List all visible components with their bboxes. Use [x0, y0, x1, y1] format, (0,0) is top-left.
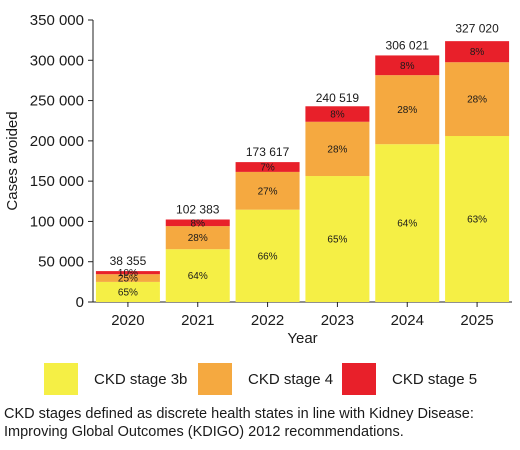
segment-percent-label: 8%	[191, 218, 206, 229]
bar-total-label: 173 617	[246, 145, 290, 159]
y-tick-label: 100 000	[30, 213, 84, 230]
y-tick-label: 350 000	[30, 12, 84, 29]
stacked-bar-chart: 0 50 000 100 000 150 000 200 000 250 000 300 0…	[4, 12, 512, 347]
bar-segment-ckd-stage-5-2021	[165, 219, 230, 227]
y-tick-label: 50 000	[38, 254, 84, 271]
bar-total-label: 38 355	[110, 254, 147, 268]
legend-item-stage-3b: CKD stage 3b	[44, 362, 187, 396]
bar-segment-ckd-stage-3b-2023	[305, 176, 370, 302]
bar-segment-ckd-stage-5-2022	[235, 162, 300, 172]
segment-percent-label: 64%	[188, 271, 208, 282]
legend-item-stage-5: CKD stage 5	[342, 362, 477, 396]
y-tick-label: 150 000	[30, 173, 84, 190]
legend-swatch-stage-5	[342, 363, 376, 395]
y-tick-label: 250 000	[30, 93, 84, 110]
bar-segment-ckd-stage-3b-2025	[445, 136, 510, 302]
segment-percent-label: 65%	[118, 287, 138, 298]
segment-percent-label: 7%	[260, 163, 275, 174]
bar-segment-ckd-stage-3b-2021	[165, 249, 230, 302]
chart-legend: CKD stage 3b CKD stage 4 CKD stage 5	[44, 362, 520, 396]
segment-percent-label: 28%	[188, 233, 208, 244]
y-tick-label: 0	[76, 294, 84, 311]
bar-total-label: 306 021	[386, 38, 430, 52]
x-tick-label: 2023	[321, 312, 354, 329]
segment-percent-label: 63%	[467, 215, 487, 226]
x-tick-label: 2024	[391, 312, 424, 329]
segment-percent-label: 28%	[467, 95, 487, 106]
x-tick-label: 2021	[181, 312, 214, 329]
bar-segment-ckd-stage-5-2024	[375, 55, 440, 76]
bar-segment-ckd-stage-5-2025	[445, 41, 510, 63]
bar-segment-ckd-stage-4-2021	[165, 226, 230, 250]
bar-total-label: 327 020	[455, 22, 499, 36]
footnote-line-2: Improving Global Outcomes (KDIGO) 2012 r…	[4, 424, 404, 440]
segment-percent-label: 8%	[400, 61, 415, 72]
x-tick-label: 2020	[111, 312, 144, 329]
bar-segment-ckd-stage-5-2023	[305, 106, 370, 122]
legend-label-stage-5: CKD stage 5	[392, 370, 478, 388]
segment-percent-label: 25%	[118, 274, 138, 285]
bar-total-label: 240 519	[316, 91, 360, 105]
legend-label-stage-4: CKD stage 4	[248, 370, 334, 388]
x-tick-label: 2022	[251, 312, 284, 329]
segment-percent-label: 27%	[258, 186, 278, 197]
segment-percent-label: 28%	[397, 105, 417, 116]
footnote-line-1: CKD stages defined as discrete health st…	[4, 406, 474, 422]
bar-segment-ckd-stage-4-2023	[305, 121, 370, 177]
y-tick-label: 200 000	[30, 133, 84, 150]
segment-percent-label: 65%	[327, 235, 347, 246]
bar-segment-ckd-stage-4-2020	[95, 274, 160, 282]
bar-total-label: 102 383	[176, 203, 220, 217]
bar-segment-ckd-stage-4-2022	[235, 171, 300, 210]
bar-segment-ckd-stage-3b-2022	[235, 209, 300, 302]
segment-percent-label: 8%	[330, 110, 345, 121]
segment-percent-label: 8%	[470, 47, 485, 58]
bar-segment-ckd-stage-5-2020	[95, 271, 160, 275]
bar-segment-ckd-stage-3b-2020	[95, 281, 160, 302]
legend-item-stage-4: CKD stage 4	[198, 362, 333, 396]
segment-percent-label: 66%	[258, 251, 278, 262]
y-tick-label: 300 000	[30, 52, 84, 69]
footnote: CKD stages defined as discrete health st…	[4, 405, 516, 441]
legend-label-stage-3b: CKD stage 3b	[94, 370, 188, 388]
legend-swatch-stage-3b	[44, 363, 78, 395]
y-axis-title: Cases avoided	[4, 111, 21, 210]
bar-segment-ckd-stage-4-2025	[445, 62, 510, 137]
bar-segment-ckd-stage-3b-2024	[375, 144, 440, 302]
bar-segment-ckd-stage-4-2024	[375, 75, 440, 145]
segment-percent-label: 64%	[397, 219, 417, 230]
x-tick-label: 2025	[460, 312, 493, 329]
segment-percent-label: 28%	[327, 144, 347, 155]
segment-percent-label: 10%	[118, 268, 138, 279]
x-axis-title: Year	[287, 330, 317, 347]
legend-swatch-stage-4	[198, 363, 232, 395]
